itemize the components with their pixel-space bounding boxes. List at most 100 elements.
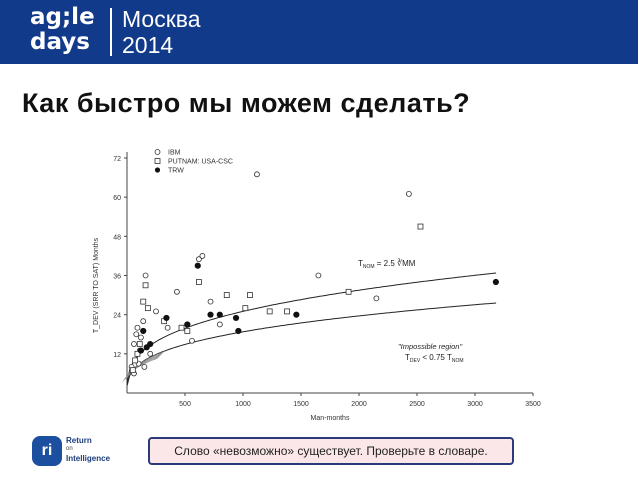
impossible-hatch	[153, 351, 163, 361]
data-point-circle	[216, 321, 223, 328]
data-point-filled	[184, 321, 191, 328]
impossible-hatch	[144, 355, 153, 365]
impossible-hatch	[122, 373, 131, 383]
data-point-square	[266, 308, 273, 315]
data-point-square	[129, 367, 136, 374]
x-tick-label: 500	[179, 401, 191, 408]
data-point-filled	[137, 347, 145, 354]
data-point-filled	[147, 340, 154, 348]
logo-line-2: days	[30, 29, 90, 55]
x-tick-label: 2500	[409, 401, 425, 408]
y-axis-label: T_DEV (SRR TO SAT) Months	[93, 237, 100, 333]
data-point-circle	[140, 318, 147, 325]
data-point-filled	[232, 314, 240, 322]
impossible-hatch	[142, 356, 152, 366]
impossible-region-label: "Impossible region"	[398, 342, 462, 351]
data-point-filled	[163, 314, 170, 322]
impossible-hatch	[146, 354, 155, 364]
logo-line-1: ag;le	[30, 4, 95, 30]
brand-line-1: Return	[66, 436, 92, 445]
data-point-square	[247, 292, 253, 298]
data-point-filled	[207, 311, 214, 318]
data-point-square	[223, 292, 230, 298]
impossible-hatch	[140, 357, 150, 366]
data-point-circle	[373, 295, 380, 302]
data-point-circle	[141, 363, 148, 370]
brand-line-3: Intelligence	[66, 454, 111, 463]
data-point-circle	[133, 331, 140, 338]
data-point-circle	[142, 272, 149, 279]
return-on-intelligence-logo-icon: ri	[32, 436, 62, 466]
impossible-hatch	[123, 372, 132, 381]
curve-impossible-boundary	[126, 302, 497, 386]
y-tick-label: 72	[113, 156, 121, 163]
data-point-circle	[153, 308, 159, 315]
y-tick-label: 24	[113, 313, 121, 320]
data-point-square	[345, 288, 352, 295]
event-location: Москва 2014	[122, 6, 201, 58]
data-point-circle	[134, 324, 141, 331]
legend-marker-square	[154, 158, 161, 164]
data-point-filled	[492, 278, 499, 286]
data-point-circle	[138, 334, 144, 341]
y-tick-label: 12	[113, 352, 121, 359]
chart-points	[128, 171, 499, 377]
header-bar: ag;le days Москва 2014	[0, 0, 638, 64]
data-point-square	[417, 223, 424, 230]
impossible-hatch	[156, 350, 165, 360]
impossible-hatch	[148, 354, 157, 363]
data-point-square	[178, 324, 185, 331]
data-point-square	[132, 357, 139, 364]
data-point-square	[134, 350, 141, 357]
data-point-circle	[173, 288, 180, 295]
impossible-hatch	[150, 353, 159, 362]
data-point-filled	[140, 327, 147, 335]
data-point-circle	[164, 324, 171, 331]
impossible-hatch	[149, 353, 158, 363]
legend-label: TRW	[168, 168, 184, 175]
header-divider	[110, 8, 112, 56]
impossible-region-formula: TDEV < 0.75 TNOM	[405, 353, 464, 364]
chart-axes: 500 1000 1500 2000 2500 3000 3500 12 24 36 48 60 72 M…	[93, 152, 541, 422]
data-point-square	[144, 305, 151, 312]
callout-note: Слово «невозможно» существует. Проверьте…	[148, 437, 514, 465]
data-point-circle	[131, 341, 137, 347]
y-tick-label: 48	[113, 234, 121, 241]
data-point-filled	[194, 262, 201, 269]
impossible-hatch	[145, 355, 154, 364]
data-point-square	[242, 305, 249, 312]
data-point-circle	[254, 171, 260, 178]
x-axis-label: Man-months	[311, 415, 350, 422]
data-point-circle	[196, 256, 202, 263]
x-tick-label: 2000	[351, 401, 367, 408]
data-point-circle	[315, 272, 322, 279]
tnom-formula: TNOM = 2.5 ∛MM	[358, 258, 416, 270]
impossible-hatch	[152, 352, 162, 361]
data-point-circle	[189, 337, 195, 344]
x-tick-label: 1000	[235, 401, 251, 408]
legend-marker-filled	[154, 167, 161, 173]
legend-label: IBM	[168, 150, 181, 157]
brand-line-2: on	[66, 446, 73, 452]
agile-days-logo: ag;le days	[30, 5, 95, 55]
impossible-hatch	[154, 351, 164, 360]
impossible-hatch	[141, 357, 151, 366]
slide-title: Как быстро мы можем сделать?	[22, 88, 471, 118]
data-point-square	[284, 308, 290, 315]
x-tick-label: 3000	[467, 401, 483, 408]
legend-label: PUTNAM: USA-CSC	[168, 159, 233, 166]
data-point-circle	[405, 191, 412, 197]
y-tick-label: 36	[113, 274, 121, 281]
x-tick-label: 3500	[525, 401, 541, 408]
data-point-filled	[235, 327, 242, 335]
data-point-filled	[216, 311, 223, 318]
return-on-intelligence-name: Return on Intelligence	[66, 436, 110, 463]
impossible-hatch	[151, 352, 161, 361]
data-point-circle	[147, 350, 154, 357]
impossible-hatch	[155, 351, 165, 360]
y-tick-label: 60	[113, 195, 121, 202]
legend-marker-circle	[154, 149, 161, 155]
impossible-hatch	[143, 356, 153, 365]
data-point-circle	[199, 253, 206, 259]
